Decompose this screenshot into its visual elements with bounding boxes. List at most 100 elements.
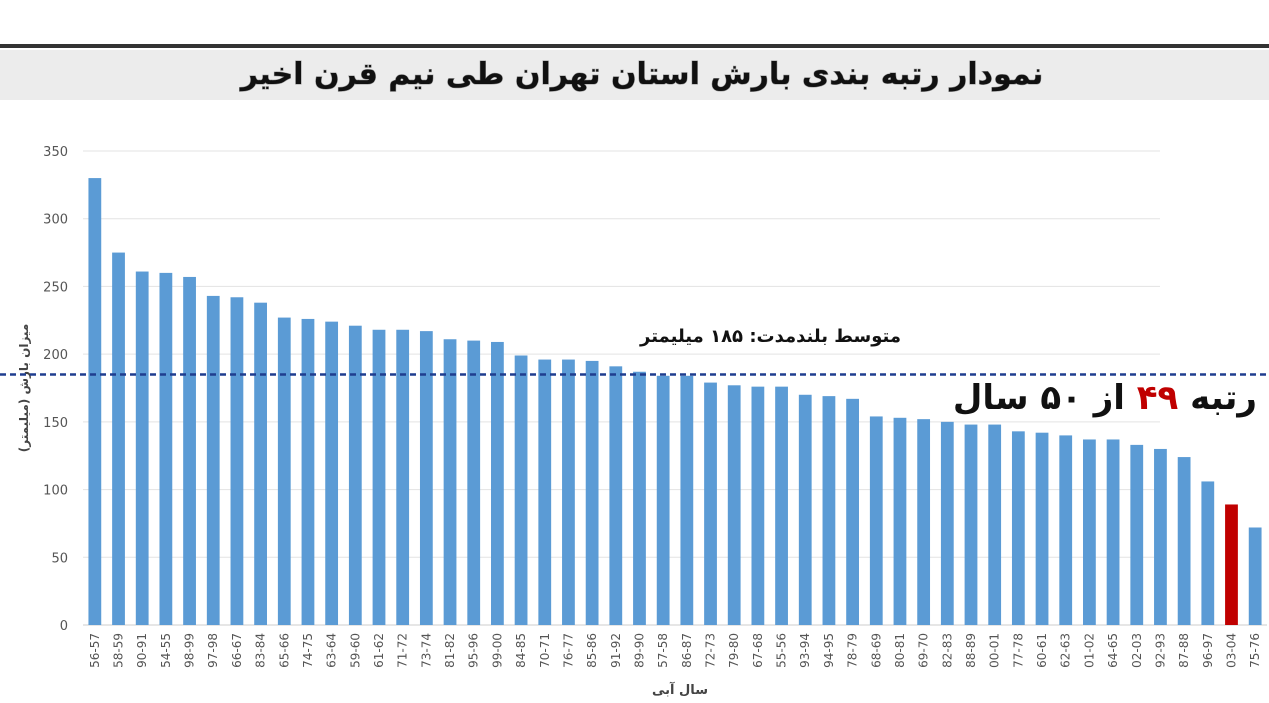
rank-text: رتبه: [1190, 378, 1257, 418]
top-rule: [0, 44, 1269, 48]
bar: [585, 360, 599, 625]
bar: [443, 339, 457, 625]
x-tick-label: 01-02: [1082, 633, 1096, 668]
title-band: [0, 50, 1269, 100]
x-tick-label: 77-78: [1011, 633, 1025, 668]
x-tick-label: 80-81: [893, 633, 907, 668]
y-tick-label: 150: [43, 416, 68, 431]
bar: [112, 252, 125, 626]
y-tick-label: 250: [43, 280, 68, 295]
bar: [775, 386, 788, 625]
bar: [206, 295, 220, 625]
x-tick-label: 93-94: [798, 633, 812, 668]
bar: [88, 178, 102, 626]
bar: [562, 359, 575, 625]
y-tick-label: 100: [43, 484, 68, 499]
x-tick-label: 63-64: [325, 633, 339, 668]
bar: [609, 366, 623, 625]
x-tick-label: 73-74: [419, 633, 433, 668]
bar: [1083, 439, 1096, 625]
bar: [964, 424, 978, 625]
chart-title: نمودار رتبه بندی بارش استان تهران طی نیم…: [239, 57, 1044, 92]
rank-number: ۴۹: [1136, 378, 1179, 418]
bar: [1059, 435, 1073, 625]
bar: [680, 375, 694, 625]
bar: [277, 317, 291, 625]
bar: [1177, 457, 1191, 625]
x-tick-label: 72-73: [704, 633, 718, 668]
bar: [822, 396, 836, 625]
x-tick-label: 81-82: [443, 633, 457, 668]
x-tick-label: 71-72: [396, 633, 410, 668]
bar: [159, 272, 173, 625]
bar: [751, 386, 765, 625]
x-tick-label: 94-95: [822, 633, 836, 668]
x-tick-label: 99-00: [490, 633, 504, 668]
x-tick-label: 02-03: [1130, 633, 1144, 668]
bar: [893, 417, 907, 625]
bar: [301, 318, 315, 625]
y-tick-label: 300: [43, 213, 68, 228]
bar: [869, 416, 883, 625]
bar: [183, 276, 196, 625]
bar: [798, 394, 812, 625]
x-tick-label: 88-89: [964, 633, 978, 668]
x-axis-label: سال آبی: [652, 681, 708, 698]
reference-label: متوسط بلندمدت: ۱۸۵ میلیمتر: [640, 326, 902, 347]
bar: [1248, 527, 1262, 625]
x-tick-label: 84-85: [514, 633, 528, 668]
bar: [704, 382, 717, 625]
x-tick-label: 55-56: [775, 633, 789, 668]
x-tick-label: 59-60: [348, 633, 362, 668]
x-tick-label: 67-68: [751, 633, 765, 668]
x-tick-label: 57-58: [656, 633, 670, 668]
y-tick-label: 50: [51, 551, 68, 566]
x-tick-label: 64-65: [1106, 633, 1120, 668]
bar: [372, 329, 386, 625]
bar: [254, 302, 267, 625]
bar: [325, 321, 339, 625]
x-tick-label: 91-92: [609, 633, 623, 668]
x-tick-label: 61-62: [372, 633, 386, 668]
x-tick-label: 68-69: [869, 633, 883, 668]
bar: [1225, 504, 1238, 625]
bar: [1011, 431, 1025, 625]
x-tick-label: 83-84: [254, 633, 268, 668]
x-tick-label: 76-77: [561, 633, 575, 668]
x-tick-label: 98-99: [183, 633, 197, 668]
x-tick-label: 89-90: [632, 633, 646, 668]
x-tick-label: 85-86: [585, 633, 599, 668]
x-tick-label: 00-01: [988, 633, 1002, 668]
bar: [917, 419, 931, 625]
bar: [656, 375, 670, 625]
x-tick-label: 74-75: [301, 633, 315, 668]
bar: [1106, 439, 1120, 625]
bar: [1154, 448, 1167, 625]
x-tick-label: 56-57: [88, 633, 102, 668]
bar: [491, 341, 504, 625]
x-tick-label: 60-61: [1035, 633, 1049, 668]
y-tick-label: 350: [43, 145, 68, 160]
x-tick-label: 86-87: [680, 633, 694, 668]
x-tick-label: 90-91: [135, 633, 149, 668]
bar: [1130, 444, 1144, 625]
bar: [1035, 432, 1049, 625]
bar: [727, 385, 741, 625]
bar: [419, 331, 433, 625]
rank-note: رتبه ۴۹ از ۵۰ سال: [953, 378, 1257, 418]
x-tick-label: 92-93: [1153, 633, 1167, 668]
x-tick-label: 96-97: [1201, 633, 1215, 668]
bar: [538, 359, 552, 625]
y-tick-label: 200: [43, 348, 68, 363]
x-tick-label: 79-80: [727, 633, 741, 668]
bar: [396, 329, 410, 625]
bar: [135, 271, 149, 625]
x-tick-label: 70-71: [538, 633, 552, 668]
x-tick-label: 75-76: [1248, 633, 1262, 668]
y-axis-label: میزان بارش (میلیمتر): [17, 324, 31, 452]
bar: [467, 340, 481, 625]
x-tick-label: 69-70: [917, 633, 931, 668]
bar: [230, 297, 244, 625]
